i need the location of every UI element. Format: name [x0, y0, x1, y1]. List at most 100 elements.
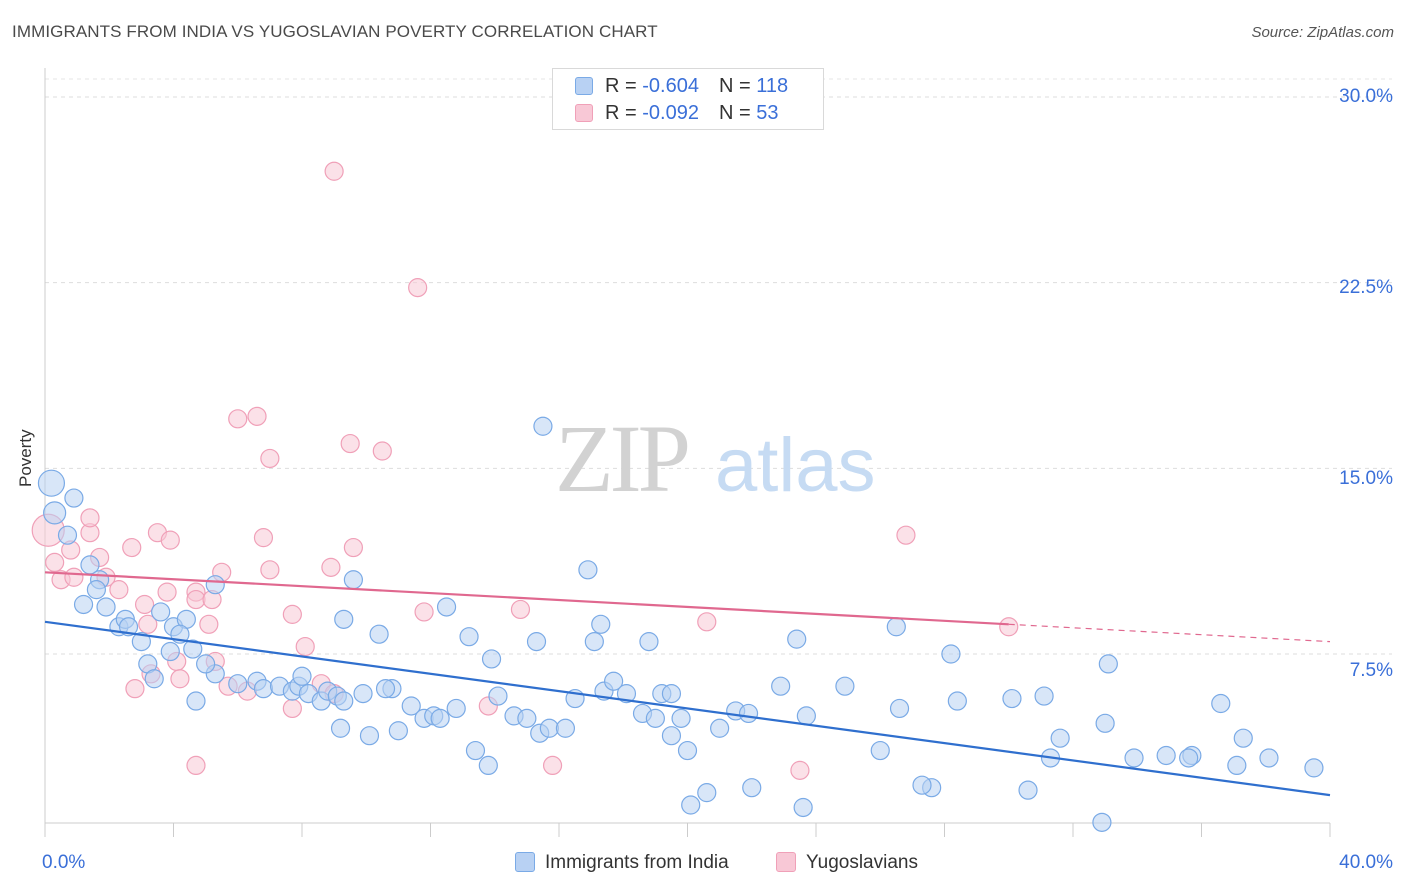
point-india: [343, 570, 363, 590]
point-india: [912, 775, 932, 795]
point-yugoslavians: [510, 599, 531, 620]
grid: [45, 78, 1392, 655]
point-india: [639, 632, 659, 652]
point-yugoslavians: [253, 528, 274, 548]
point-india: [131, 632, 151, 652]
point-india: [334, 609, 354, 629]
point-india: [796, 706, 816, 726]
point-india: [870, 740, 890, 761]
point-yugoslavians: [896, 525, 916, 545]
point-yugoslavians: [343, 537, 363, 558]
point-yugoslavians: [125, 679, 145, 699]
series-yugoslavians: [31, 161, 1019, 780]
legend-row-india: R = -0.604 N = 118: [575, 75, 788, 99]
point-yugoslavians: [64, 567, 84, 587]
point-india: [292, 666, 312, 686]
point-india: [555, 718, 576, 738]
point-yugoslavians: [228, 409, 248, 429]
point-india: [526, 632, 547, 652]
point-india: [183, 639, 203, 659]
point-india: [196, 654, 216, 674]
point-india: [681, 795, 701, 815]
point-yugoslavians: [260, 560, 280, 580]
y-tick-30: 30.0%: [1339, 86, 1393, 107]
point-yugoslavians: [199, 614, 219, 634]
point-india: [118, 617, 139, 637]
point-yugoslavians: [157, 582, 177, 602]
point-india: [43, 501, 67, 525]
point-yugoslavians: [282, 604, 302, 624]
source-label: Source: ZipAtlas.com: [1251, 24, 1394, 41]
point-india: [459, 627, 479, 647]
y-tick-7-5: 7.5%: [1349, 660, 1393, 681]
point-india: [697, 783, 717, 803]
point-india: [253, 679, 274, 699]
point-india: [446, 698, 466, 719]
point-india: [73, 594, 94, 615]
point-india: [1227, 755, 1247, 776]
point-india: [1179, 748, 1199, 768]
point-india: [787, 629, 807, 649]
point-india: [334, 691, 354, 711]
point-india: [661, 726, 682, 746]
point-india: [228, 674, 248, 694]
point-india: [533, 416, 553, 436]
point-india: [488, 686, 508, 706]
x-tick-left: 0.0%: [42, 852, 86, 873]
point-yugoslavians: [186, 755, 206, 776]
point-yugoslavians: [122, 537, 142, 558]
point-india: [205, 575, 225, 595]
point-india: [144, 669, 164, 689]
trend-line-yugoslavians-extension: [1008, 623, 1331, 643]
point-india: [578, 560, 598, 580]
point-yugoslavians: [790, 760, 810, 780]
point-india: [517, 708, 537, 728]
point-yugoslavians: [247, 406, 267, 426]
point-india: [886, 617, 906, 637]
watermark-zip: ZIP: [555, 405, 688, 512]
legend-r-value: -0.604: [642, 75, 699, 97]
y-tick-22-5: 22.5%: [1339, 277, 1393, 298]
point-yugoslavians: [372, 441, 392, 461]
point-india: [539, 718, 559, 738]
legend-r-label: R =: [605, 75, 643, 97]
legend-r-label: R =: [605, 102, 643, 124]
point-yugoslavians: [324, 161, 344, 181]
point-india: [1098, 654, 1118, 674]
trend-lines: [44, 571, 1331, 797]
point-yugoslavians: [414, 602, 434, 622]
point-india: [677, 740, 698, 761]
point-yugoslavians: [134, 594, 155, 615]
correlation-legend: R = -0.604 N = 118 R = -0.092 N = 53: [552, 68, 824, 130]
point-india: [742, 778, 762, 798]
point-yugoslavians: [542, 755, 563, 776]
x-tick-right: 40.0%: [1339, 852, 1393, 873]
point-india: [64, 488, 84, 508]
point-india: [1018, 780, 1038, 800]
bottom-legend-swatch-india: [515, 852, 535, 872]
point-india: [1002, 688, 1022, 709]
point-yugoslavians: [697, 612, 717, 632]
point-yugoslavians: [295, 636, 315, 657]
point-yugoslavians: [80, 508, 100, 528]
point-india: [160, 641, 180, 662]
legend-n-label: N =: [718, 102, 757, 124]
bottom-legend-label-yugo: Yugoslavians: [806, 852, 918, 873]
point-india: [430, 708, 450, 728]
point-india: [947, 691, 967, 711]
legend-n-label: N =: [718, 75, 757, 97]
legend-swatch-yugo: [575, 104, 593, 122]
point-india: [1095, 713, 1115, 733]
point-india: [151, 602, 171, 622]
point-india: [369, 624, 389, 644]
point-india: [375, 679, 396, 699]
point-india: [793, 797, 813, 818]
point-yugoslavians: [321, 557, 341, 577]
watermark: ZIP atlas: [555, 405, 876, 512]
point-india: [591, 614, 611, 634]
point-india: [738, 703, 759, 724]
legend-r-value: -0.092: [642, 102, 699, 124]
point-india: [604, 671, 624, 691]
point-india: [478, 755, 498, 776]
